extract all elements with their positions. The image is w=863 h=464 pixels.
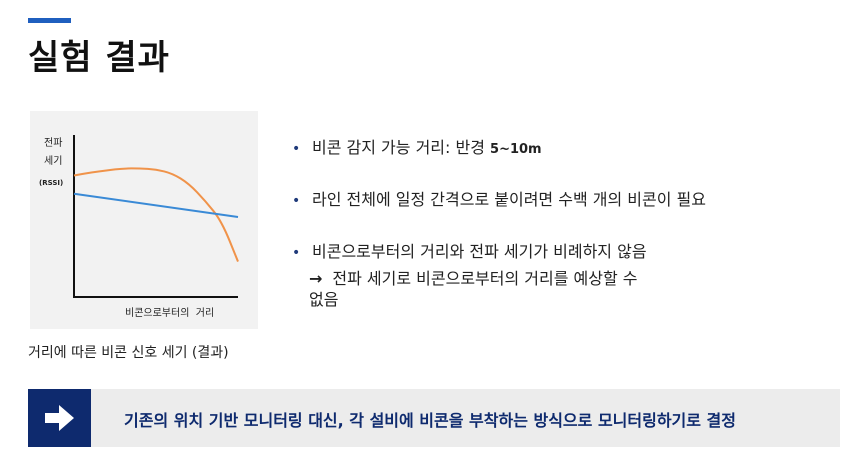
bullet-text: 비콘으로부터의 거리와 전파 세기가 비례하지 않음 — [312, 242, 647, 261]
chart-caption: 거리에 따른 비콘 신호 세기 (결과) — [28, 345, 229, 361]
bullet-item: • 비콘으로부터의 거리와 전파 세기가 비례하지 않음 — [292, 238, 647, 262]
bullet-dot-icon: • — [292, 245, 301, 261]
conclusion-text: 기존의 위치 기반 모니터링 대신, 각 설비에 비콘을 부착하는 방식으로 모… — [124, 411, 736, 430]
bullet-highlight: 5~10m — [490, 142, 542, 157]
y-label-line1: 전파 — [44, 137, 62, 149]
right-arrow-icon: → — [309, 269, 323, 288]
y-label-unit: (RSSI) — [39, 179, 63, 187]
signal-chart: 전파 세기 (RSSI) 비콘으로부터의 거리 — [39, 135, 239, 319]
bullet-text: 비콘 감지 가능 거리: 반경 — [312, 138, 491, 157]
bullet-item: • 비콘 감지 가능 거리: 반경 5~10m — [292, 134, 542, 158]
conclusion-icon-box — [28, 389, 91, 447]
conclusion-banner: 기존의 위치 기반 모니터링 대신, 각 설비에 비콘을 부착하는 방식으로 모… — [28, 389, 840, 447]
series-line-1 — [73, 192, 239, 219]
sub-point: → 전파 세기로 비콘으로부터의 거리를 예상할 수 없음 — [309, 268, 709, 310]
page-title: 실험 결과 — [28, 38, 170, 78]
bullet-item: • 라인 전체에 일정 간격으로 붙이려면 수백 개의 비콘이 필요 — [292, 186, 706, 210]
chart-panel: 전파 세기 (RSSI) 비콘으로부터의 거리 — [30, 111, 258, 329]
title-accent-bar — [28, 18, 71, 23]
bullet-dot-icon: • — [292, 141, 301, 157]
x-axis-label: 비콘으로부터의 거리 — [125, 307, 214, 319]
sub-point-line2: 없음 — [309, 290, 339, 309]
sub-point-line1: 전파 세기로 비콘으로부터의 거리를 예상할 수 — [332, 269, 638, 288]
y-label-line2: 세기 — [44, 155, 62, 167]
series-layer — [73, 167, 239, 262]
arrow-right-icon — [45, 405, 74, 431]
bullet-text: 라인 전체에 일정 간격으로 붙이려면 수백 개의 비콘이 필요 — [312, 190, 706, 209]
series-line-0 — [73, 167, 239, 262]
bullet-dot-icon: • — [292, 193, 301, 209]
